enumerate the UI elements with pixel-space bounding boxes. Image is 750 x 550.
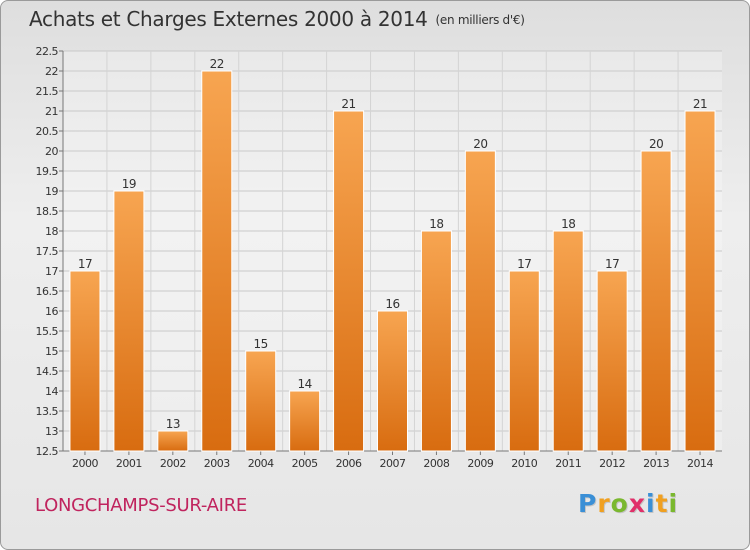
bar (69, 270, 101, 452)
logo-letter: P (578, 489, 598, 518)
x-tick-label: 2010 (511, 457, 537, 470)
bar (552, 230, 584, 452)
commune-name: LONGCHAMPS-SUR-AIRE (35, 495, 247, 516)
bar (377, 310, 408, 452)
y-tick-label: 18 (45, 225, 58, 238)
data-label: 21 (341, 97, 355, 111)
chart-title-text: Achats et Charges Externes 2000 à 2014 (29, 7, 428, 31)
y-tick-label: 20.5 (36, 125, 59, 138)
y-tick-label: 20 (45, 145, 58, 158)
bar (289, 390, 321, 452)
x-tick-label: 2012 (599, 457, 625, 470)
data-label: 22 (210, 57, 224, 71)
y-tick-label: 19 (45, 185, 58, 198)
proxiti-logo: Proxiti (578, 489, 678, 518)
logo-letter: r (597, 489, 611, 518)
bar (640, 150, 672, 452)
y-tick-label: 14.5 (36, 365, 59, 378)
x-tick-label: 2004 (248, 457, 274, 470)
y-tick-labels: 12.5 13 13.5 14 14.5 15 15.5 16 16.5 17 17.5 18 18.5… (36, 45, 59, 458)
x-tick-label: 2007 (380, 457, 406, 470)
y-tick-label: 21.5 (36, 85, 59, 98)
chart-title: Achats et Charges Externes 2000 à 2014 (e… (29, 7, 525, 31)
logo-letter: i (668, 489, 679, 518)
y-tick-label: 22.5 (36, 45, 59, 58)
bar (464, 150, 496, 452)
y-tick-label: 13.5 (36, 405, 59, 418)
y-tick-label: 16.5 (36, 285, 59, 298)
y-tick-label: 17 (45, 265, 58, 278)
data-label: 17 (517, 257, 531, 271)
data-label: 21 (693, 97, 707, 111)
x-tick-label: 2001 (116, 457, 142, 470)
chart-unit: (en milliers d'€) (435, 13, 525, 27)
x-tick-label: 2000 (72, 457, 98, 470)
logo-letter: o (610, 489, 629, 518)
data-label: 18 (429, 217, 443, 231)
logo-letter: i (646, 489, 656, 518)
bar (333, 110, 365, 452)
y-tick-label: 19.5 (36, 165, 59, 178)
data-label: 17 (605, 257, 619, 271)
bars (69, 70, 716, 452)
x-tick-labels: 2000 2001 2002 2003 2004 2005 2006 2007 2008 2009… (72, 457, 714, 470)
y-tick-label: 17.5 (36, 245, 59, 258)
logo-letter: x (628, 489, 646, 518)
y-tick-label: 13 (45, 425, 58, 438)
logo-letter: t (655, 489, 669, 518)
data-label: 17 (78, 257, 92, 271)
bar (157, 430, 189, 452)
bar (508, 270, 540, 452)
y-tick-label: 21 (45, 105, 58, 118)
data-labels: 17 19 13 22 15 14 21 16 18 20 17 18 17 20 21 (78, 57, 708, 431)
data-label: 19 (122, 177, 136, 191)
data-label: 13 (166, 417, 180, 431)
data-label: 20 (649, 137, 663, 151)
y-tick-label: 12.5 (36, 445, 59, 458)
y-tick-label: 15 (45, 345, 58, 358)
x-tick-label: 2014 (687, 457, 713, 470)
x-tick-label: 2002 (160, 457, 186, 470)
data-label: 18 (561, 217, 575, 231)
data-label: 15 (254, 337, 268, 351)
x-tick-label: 2008 (423, 457, 449, 470)
bar (201, 70, 233, 452)
x-tick-label: 2005 (292, 457, 318, 470)
y-tick-label: 16 (45, 305, 58, 318)
bar (113, 190, 145, 452)
y-tick-label: 14 (45, 385, 58, 398)
x-tick-label: 2011 (555, 457, 581, 470)
x-tick-label: 2009 (467, 457, 493, 470)
data-label: 14 (297, 377, 311, 391)
bar (684, 110, 716, 452)
bar (596, 270, 628, 452)
y-tick-label: 18.5 (36, 205, 59, 218)
x-tick-label: 2006 (336, 457, 362, 470)
bar (245, 350, 277, 452)
y-tick-label: 15.5 (36, 325, 59, 338)
data-label: 20 (473, 137, 487, 151)
data-label: 16 (385, 297, 399, 311)
bar (420, 230, 452, 452)
x-tick-label: 2013 (643, 457, 669, 470)
x-tick-label: 2003 (204, 457, 230, 470)
y-tick-label: 22 (45, 65, 58, 78)
